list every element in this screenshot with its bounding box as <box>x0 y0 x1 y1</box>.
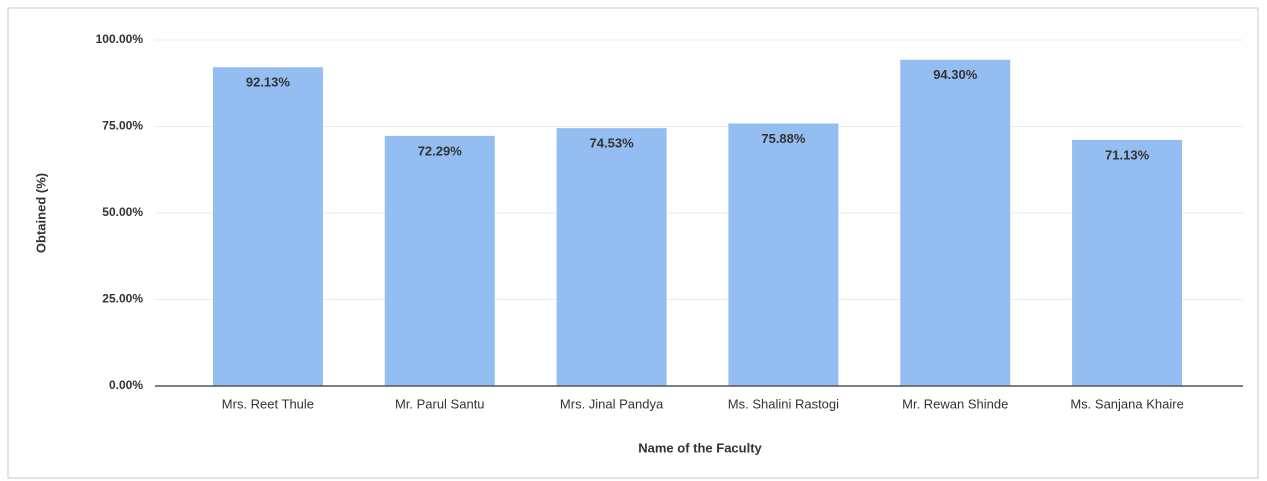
y-tick-label: 75.00% <box>102 119 143 133</box>
x-tick-label: Mrs. Reet Thule <box>222 396 314 411</box>
y-axis-title: Obtained (%) <box>33 173 48 253</box>
y-tick-label: 25.00% <box>102 292 143 306</box>
data-label: 92.13% <box>246 75 291 90</box>
x-tick-label: Ms. Sanjana Khaire <box>1070 396 1183 411</box>
bar <box>728 123 839 386</box>
x-tick-label: Ms. Shalini Rastogi <box>728 396 839 411</box>
y-tick-label: 0.00% <box>109 378 143 392</box>
bar <box>384 135 495 386</box>
data-label: 71.13% <box>1105 147 1150 162</box>
x-axis-title: Name of the Faculty <box>638 440 762 455</box>
bar <box>1072 139 1183 386</box>
x-tick-label: Mr. Rewan Shinde <box>902 396 1008 411</box>
data-label: 94.30% <box>933 67 978 82</box>
data-label: 72.29% <box>418 143 463 158</box>
y-tick-label: 50.00% <box>102 205 143 219</box>
x-tick-label: Mr. Parul Santu <box>395 396 485 411</box>
bar <box>900 59 1011 387</box>
y-tick-label: 100.00% <box>96 32 144 46</box>
bar <box>556 128 667 386</box>
data-label: 74.53% <box>590 136 635 151</box>
data-label: 75.88% <box>761 131 806 146</box>
bar <box>212 67 323 387</box>
x-tick-label: Mrs. Jinal Pandya <box>560 396 664 411</box>
